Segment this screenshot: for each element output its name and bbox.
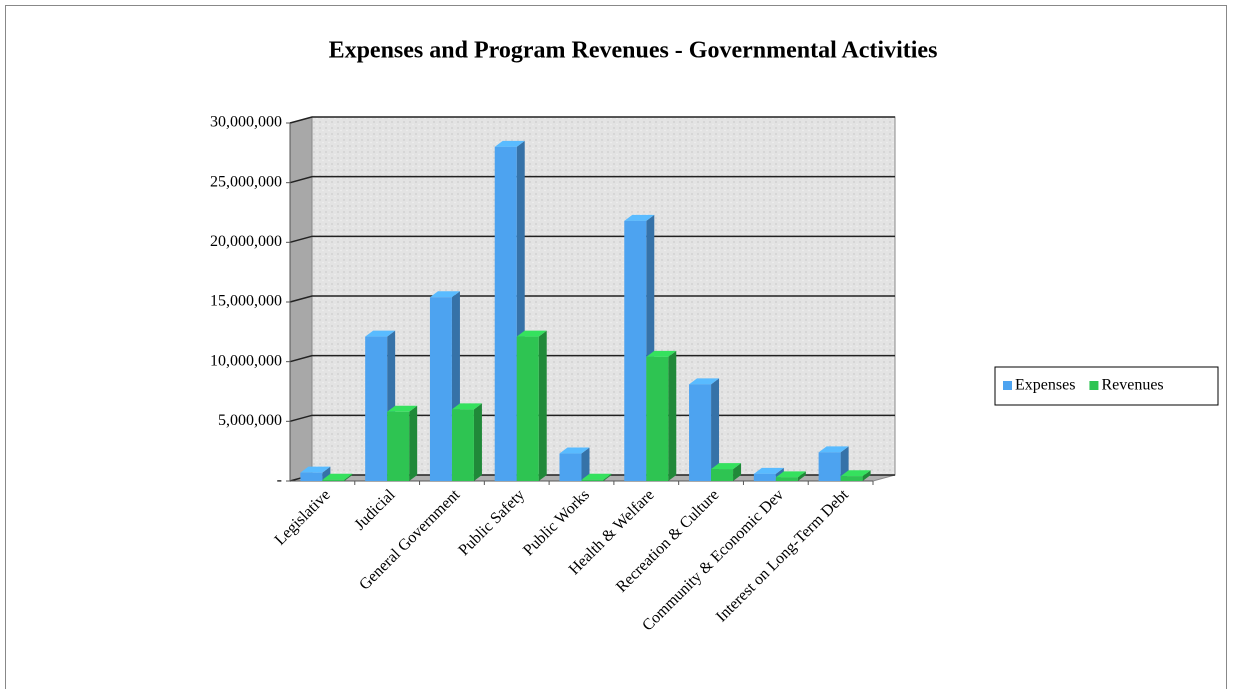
bar-front [429,297,452,481]
bar-front [689,384,712,481]
legend-box [994,366,1219,406]
bar-top [516,330,547,337]
bar-top [840,470,871,477]
y-tick-label: 5,000,000 [218,412,282,429]
y-tick-label: 25,000,000 [210,173,282,190]
bar [581,473,612,481]
bar-top [711,463,742,470]
bar-front [451,409,474,481]
bar-top [429,291,460,298]
y-tick-label: 15,000,000 [210,293,282,310]
bar-front [494,146,517,481]
bar-front [322,479,345,481]
bar-top [753,467,784,474]
bar-side [473,403,482,481]
bar-front [775,477,798,481]
grid-line [289,354,895,363]
bar-side [603,473,612,481]
bar-top [581,473,612,480]
bar-side [344,473,353,481]
bar-top [646,350,677,357]
bar [646,350,677,481]
bar-top [775,471,806,478]
bar-side [538,330,547,481]
bar-side [797,471,806,481]
grid-line [289,175,895,184]
bar-side [322,466,331,481]
y-tick-label: 10,000,000 [210,352,282,369]
bar [516,330,547,481]
bar [559,447,590,481]
bar-side [409,405,418,481]
legend-label: Expenses [1015,377,1075,394]
y-tick-label: 30,000,000 [210,114,282,131]
bar-front [387,411,410,481]
bar-front [581,479,604,481]
bar [300,466,331,481]
bar-top [559,447,590,454]
grid-line [289,116,895,124]
y-tick-label: - [277,472,282,489]
bar-side [862,470,871,481]
bar-front [559,453,582,481]
bar-top [689,378,720,385]
bar-front [300,472,323,481]
bar-front [365,336,388,481]
bar-top [365,330,396,337]
bar-front [753,473,776,481]
bar [451,403,482,481]
legend-swatch [1089,381,1099,390]
bar-front [711,469,734,481]
grid-line [289,235,895,244]
bar [840,470,871,481]
bar [322,473,353,481]
bar-front [818,452,841,481]
bar-top [322,473,353,480]
legend-swatch [1003,381,1012,390]
bar-front [624,220,647,481]
chart-title: Expenses and Program Revenues - Governme… [329,38,938,64]
bar-front [646,356,669,481]
bar-side [711,378,720,481]
bar-side [668,350,677,481]
legend-label: Revenues [1101,377,1163,394]
bar-front [516,336,539,481]
y-tick-label: 20,000,000 [210,233,282,250]
grid-line [289,295,895,303]
bar-top [387,405,418,412]
bar-top [300,466,331,473]
bar [711,463,742,481]
bar-top [451,403,482,410]
bar-top [494,140,525,147]
bar-side [733,463,742,481]
bar-top [818,446,849,453]
bar-front [840,476,863,481]
bar [775,471,806,481]
bar [689,378,720,481]
bar [387,405,418,481]
bar-side [581,447,590,481]
bar-top [624,214,655,221]
